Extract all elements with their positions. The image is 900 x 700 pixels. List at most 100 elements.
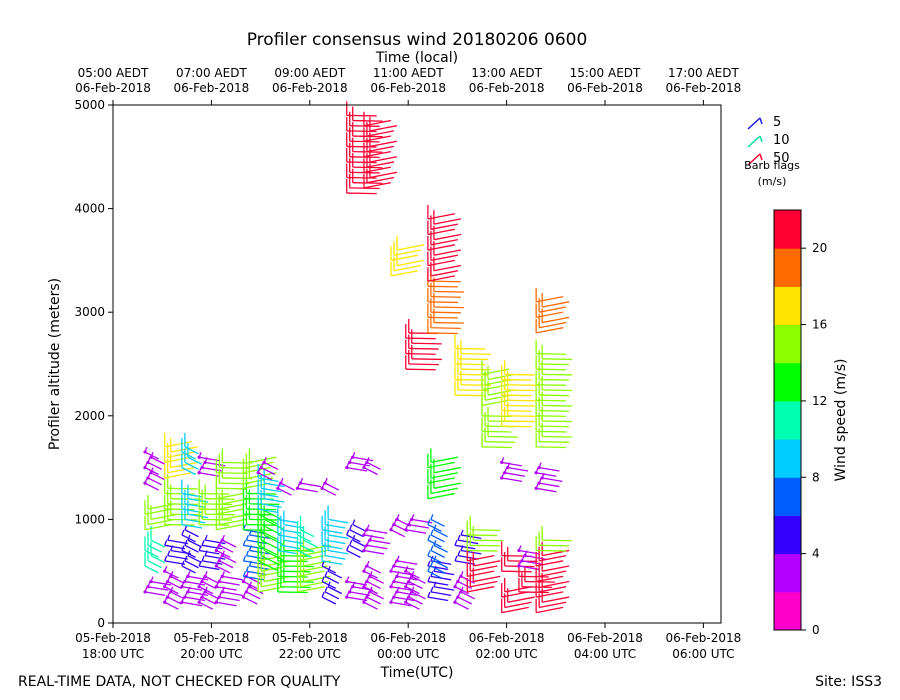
wind-barb xyxy=(349,540,364,553)
wind-barb xyxy=(460,355,491,371)
wind-barb xyxy=(327,536,349,555)
wind-barb xyxy=(404,581,420,595)
wind-barb xyxy=(427,303,458,319)
wind-barb xyxy=(215,458,247,475)
wind-barb xyxy=(277,562,308,578)
wind-barb xyxy=(217,576,240,586)
barb-column xyxy=(453,334,491,610)
wind-barb xyxy=(457,550,479,560)
wind-barb xyxy=(164,432,192,448)
wind-barb xyxy=(215,515,244,531)
wind-barb xyxy=(411,329,442,345)
legend-barb-icon xyxy=(747,153,761,166)
wind-barb xyxy=(538,593,567,609)
wind-barb xyxy=(198,510,230,526)
wind-barb xyxy=(427,267,456,282)
wind-barb xyxy=(352,534,367,548)
wind-barb xyxy=(427,576,449,586)
wind-barb xyxy=(164,495,195,511)
barb-column xyxy=(241,448,280,605)
wind-barb xyxy=(277,536,299,555)
wind-barb xyxy=(321,591,337,605)
wind-barb xyxy=(453,597,469,610)
wind-barb xyxy=(392,560,415,571)
wind-barb xyxy=(180,597,203,607)
wind-barb xyxy=(427,220,456,236)
barb-column xyxy=(534,287,573,614)
wind-barb xyxy=(457,360,488,376)
wind-barb xyxy=(535,339,567,355)
barb-column xyxy=(481,360,518,449)
wind-barb xyxy=(217,540,234,553)
wind-barb xyxy=(262,457,279,470)
wind-barb xyxy=(324,586,340,600)
wind-barb xyxy=(149,451,165,465)
wind-barb xyxy=(183,576,206,586)
wind-barb xyxy=(296,577,325,593)
wind-barb xyxy=(405,324,436,340)
y-axis-ticks: 0 1000 2000 3000 4000 5000 xyxy=(74,98,113,630)
wind-barb xyxy=(541,526,573,542)
wind-barb xyxy=(538,350,570,366)
top-tick-time: 13:00 AEDT xyxy=(471,66,542,80)
wind-barb xyxy=(366,168,395,184)
wind-barb xyxy=(408,334,439,350)
wind-barb xyxy=(518,577,549,594)
wind-barb xyxy=(321,576,337,590)
wind-barb xyxy=(538,412,570,428)
wind-barb xyxy=(430,514,445,527)
x-tick-time: 22:00 UTC xyxy=(279,647,341,661)
legend-entry-label: 5 xyxy=(773,115,781,130)
wind-barb xyxy=(214,581,237,591)
wind-barb xyxy=(167,489,198,506)
wind-barb xyxy=(241,576,258,590)
wind-barb xyxy=(242,571,264,581)
wind-barb xyxy=(280,572,311,588)
wind-barb xyxy=(541,406,573,423)
wind-barb xyxy=(427,236,456,251)
wind-barb xyxy=(389,565,412,576)
wind-barb xyxy=(390,261,419,277)
wind-barb xyxy=(220,534,237,548)
wind-barb xyxy=(323,477,340,491)
wind-barb xyxy=(144,515,173,531)
wind-barb xyxy=(472,526,504,542)
wind-barb xyxy=(167,550,189,560)
wind-barb xyxy=(460,529,482,540)
wind-barb xyxy=(247,581,264,595)
top-tick-time: 07:00 AEDT xyxy=(176,66,247,80)
wind-barb xyxy=(170,500,201,516)
top-tick-time: 17:00 AEDT xyxy=(668,66,739,80)
wind-barb xyxy=(456,591,472,605)
wind-barb xyxy=(456,576,472,590)
wind-barb xyxy=(327,581,343,595)
wind-barb xyxy=(324,571,340,584)
wind-barb xyxy=(197,597,214,610)
wind-barb xyxy=(257,463,279,483)
wind-barb xyxy=(198,560,220,571)
wind-barb xyxy=(363,173,392,189)
wind-barb xyxy=(299,531,315,553)
wind-barb xyxy=(481,417,512,433)
wind-barb xyxy=(504,391,535,407)
wind-barb xyxy=(535,287,564,303)
wind-barb xyxy=(218,453,250,469)
y-tick-label: 5000 xyxy=(74,98,105,112)
wind-barb xyxy=(362,565,378,579)
wind-barb xyxy=(535,432,567,449)
wind-barb xyxy=(363,111,392,127)
wind-barb xyxy=(534,483,557,493)
wind-barb xyxy=(535,552,564,567)
barb-column xyxy=(256,457,292,593)
plot-area-frame xyxy=(112,104,722,624)
wind-speed-colorbar: 0 4 8 12 16 20 xyxy=(773,209,827,637)
y-tick-label: 1000 xyxy=(74,512,105,526)
wind-barb xyxy=(245,565,267,576)
x-tick-date: 06-Feb-2018 xyxy=(666,631,742,645)
wind-barb xyxy=(149,576,172,586)
colorbar-band xyxy=(774,362,801,402)
wind-barb xyxy=(201,555,223,565)
top-axis-label: Time (local) xyxy=(375,50,458,66)
wind-barb xyxy=(405,339,436,355)
colorbar-band xyxy=(774,248,801,287)
